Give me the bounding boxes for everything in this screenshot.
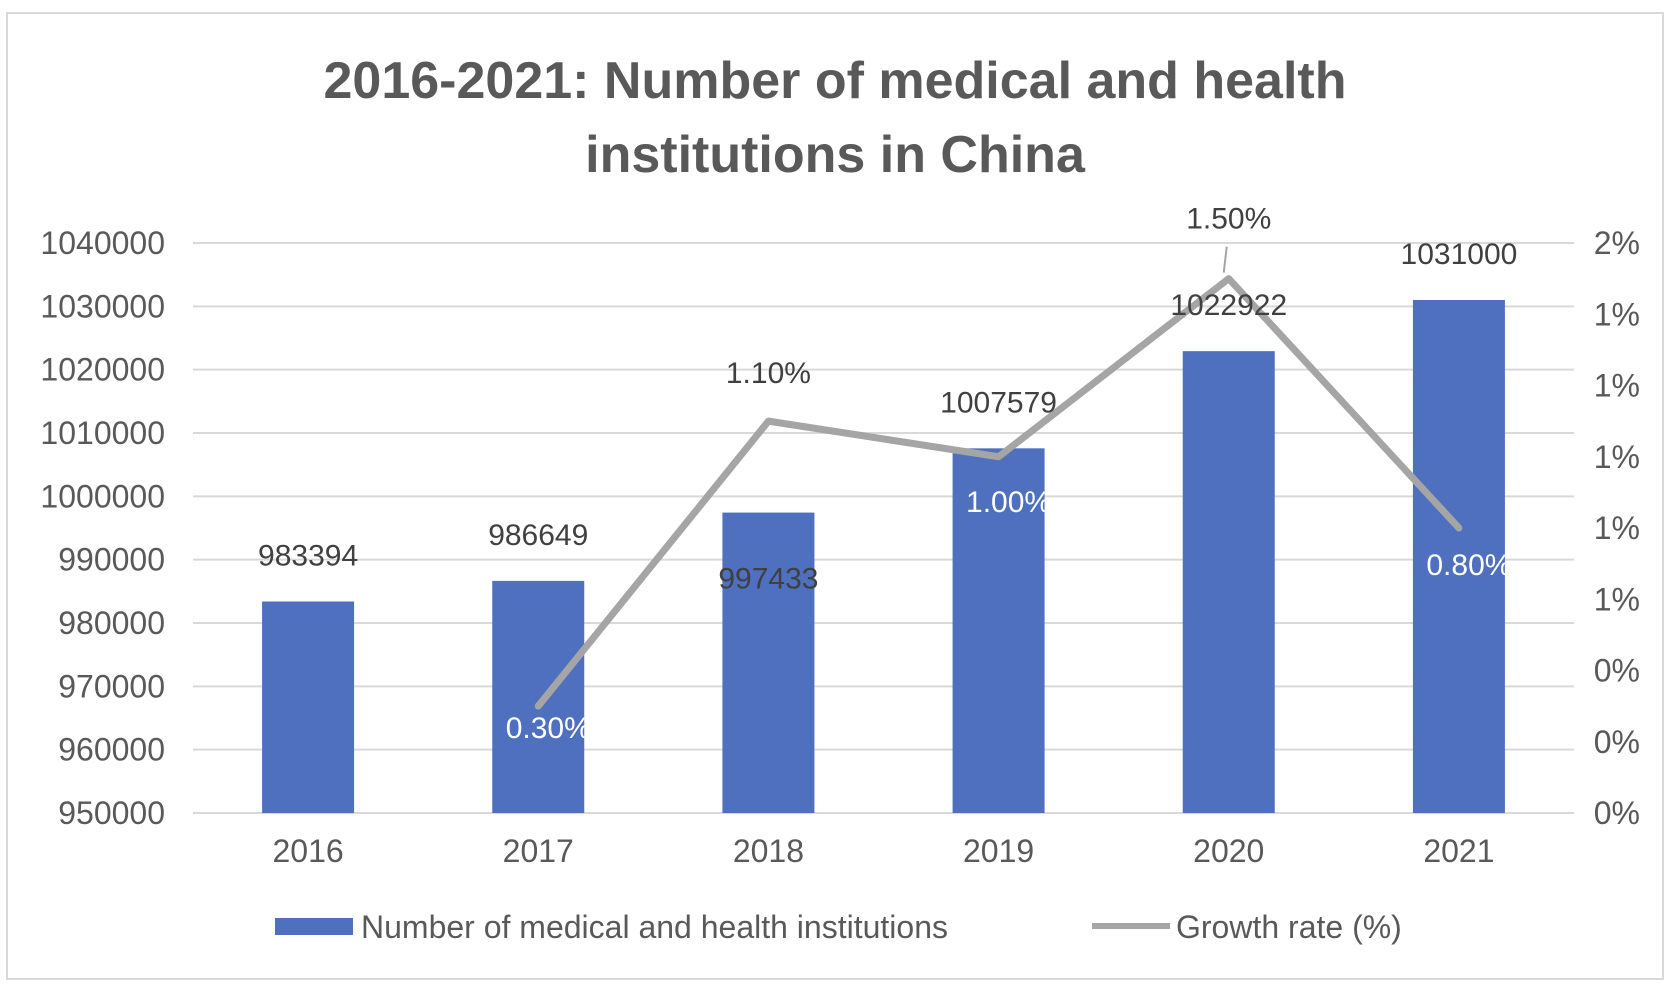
y-right-tick-label: 0% bbox=[1594, 795, 1640, 831]
growth-rate-line bbox=[534, 275, 1463, 710]
y-left-tick-label: 970000 bbox=[58, 668, 165, 704]
bar bbox=[262, 601, 355, 813]
y-right-tick-label: 0% bbox=[1594, 653, 1640, 689]
y-left-tick-label: 1010000 bbox=[40, 415, 165, 451]
y-right-tick-label: 1% bbox=[1594, 510, 1640, 546]
y-right-tick-label: 1% bbox=[1594, 439, 1640, 475]
x-tick-label: 2016 bbox=[272, 833, 343, 869]
growth-rate-label: 0.30% bbox=[506, 712, 591, 745]
y-left-tick-label: 960000 bbox=[58, 732, 165, 768]
bar bbox=[492, 580, 585, 813]
chart-title-line2: institutions in China bbox=[585, 126, 1086, 184]
growth-rate-label: 1.00% bbox=[966, 486, 1051, 519]
legend-bar-swatch bbox=[275, 918, 353, 935]
y-left-tick-label: 980000 bbox=[58, 605, 165, 641]
x-tick-label: 2018 bbox=[733, 833, 804, 869]
data-labels: 983394 986649 997433 1007579 1022922 1031000 0… bbox=[258, 203, 1517, 746]
x-tick-label: 2019 bbox=[963, 833, 1034, 869]
y-left-tick-label: 950000 bbox=[58, 795, 165, 831]
y-left-tick-label: 1040000 bbox=[40, 225, 165, 261]
y-right-tick-label: 2% bbox=[1594, 225, 1640, 261]
line-series bbox=[534, 275, 1463, 710]
bar bbox=[1412, 300, 1505, 813]
right-axis: 2% 1% 1% 1% 1% 1% 0% 0% 0% bbox=[1594, 225, 1640, 831]
y-right-tick-label: 1% bbox=[1594, 368, 1640, 404]
x-tick-label: 2017 bbox=[503, 833, 574, 869]
chart-title-line1: 2016-2021: Number of medical and health bbox=[323, 52, 1346, 110]
y-right-tick-label: 1% bbox=[1594, 296, 1640, 332]
y-left-tick-label: 1020000 bbox=[40, 352, 165, 388]
left-axis: 1040000 1030000 1020000 1010000 1000000 99000… bbox=[40, 225, 165, 831]
bar-value-label: 986649 bbox=[488, 519, 588, 552]
grid-lines bbox=[193, 242, 1574, 814]
y-right-tick-label: 0% bbox=[1594, 724, 1640, 760]
x-tick-label: 2020 bbox=[1193, 833, 1264, 869]
x-tick-label: 2021 bbox=[1423, 833, 1494, 869]
label-leader-line bbox=[1222, 246, 1228, 273]
bar bbox=[722, 512, 815, 813]
legend-line-label: Growth rate (%) bbox=[1176, 909, 1402, 945]
bar-value-label: 1007579 bbox=[940, 386, 1057, 419]
legend: Number of medical and health institution… bbox=[275, 909, 1402, 945]
bar-value-label: 1022922 bbox=[1170, 289, 1287, 322]
bar-value-label: 1031000 bbox=[1401, 238, 1518, 271]
growth-rate-label: 1.10% bbox=[726, 357, 811, 390]
legend-bar-label: Number of medical and health institution… bbox=[361, 909, 948, 945]
x-axis: 2016 2017 2018 2019 2020 2021 bbox=[272, 833, 1494, 869]
bar-value-label: 997433 bbox=[718, 563, 818, 596]
y-left-tick-label: 990000 bbox=[58, 542, 165, 578]
growth-rate-label: 0.80% bbox=[1426, 549, 1511, 582]
bar bbox=[1182, 351, 1275, 813]
bar-value-label: 983394 bbox=[258, 540, 358, 573]
growth-rate-label: 1.50% bbox=[1186, 203, 1271, 236]
bar bbox=[952, 448, 1045, 813]
bar-series bbox=[262, 300, 1505, 813]
y-left-tick-label: 1000000 bbox=[40, 478, 165, 514]
y-right-tick-label: 1% bbox=[1594, 581, 1640, 617]
y-left-tick-label: 1030000 bbox=[40, 288, 165, 324]
